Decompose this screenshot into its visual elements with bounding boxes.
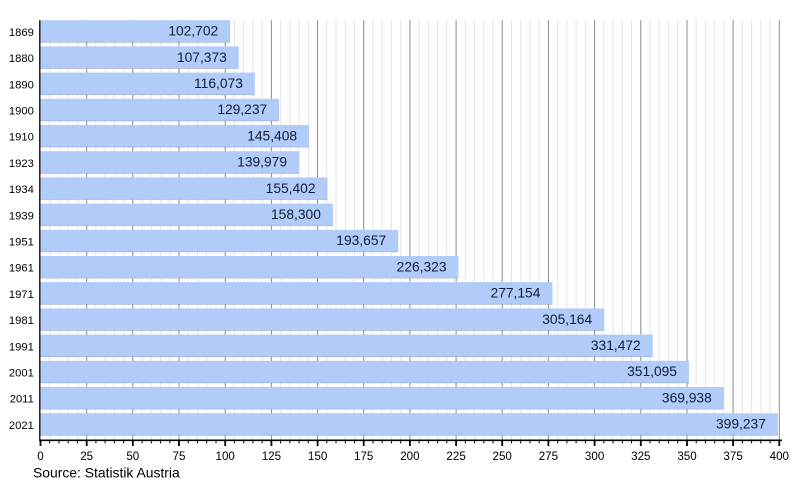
svg-text:155,402: 155,402 [266,181,316,196]
svg-text:1991: 1991 [9,341,34,353]
svg-text:1981: 1981 [9,315,34,327]
svg-text:125: 125 [262,450,281,463]
svg-text:107,373: 107,373 [177,50,227,65]
svg-text:1971: 1971 [9,289,34,301]
svg-text:116,073: 116,073 [194,76,243,91]
svg-text:369,938: 369,938 [662,390,712,405]
svg-text:1961: 1961 [9,263,34,275]
svg-text:250: 250 [493,450,512,463]
svg-text:102,702: 102,702 [168,24,218,39]
svg-text:1939: 1939 [9,210,34,222]
svg-text:375: 375 [723,450,742,463]
svg-text:1890: 1890 [9,79,34,91]
svg-text:225: 225 [446,450,465,463]
svg-text:0: 0 [37,450,43,463]
svg-text:193,657: 193,657 [336,233,386,248]
svg-text:1880: 1880 [9,53,34,65]
svg-text:226,323: 226,323 [397,259,447,274]
svg-text:300: 300 [585,450,604,463]
svg-text:325: 325 [631,450,650,463]
svg-text:2011: 2011 [10,394,34,406]
svg-text:Source: Statistik Austria: Source: Statistik Austria [33,465,180,481]
svg-text:1934: 1934 [9,184,34,196]
svg-text:175: 175 [354,450,373,463]
svg-text:2021: 2021 [9,420,34,432]
svg-text:139,979: 139,979 [237,155,287,170]
svg-text:331,472: 331,472 [591,338,641,353]
svg-text:150: 150 [308,450,327,463]
svg-text:305,164: 305,164 [542,312,592,327]
svg-text:1951: 1951 [9,236,34,248]
svg-text:145,408: 145,408 [247,128,297,143]
svg-text:129,237: 129,237 [217,102,267,117]
svg-text:277,154: 277,154 [491,286,541,301]
svg-text:25: 25 [80,450,93,463]
svg-text:351,095: 351,095 [627,364,677,379]
svg-text:158,300: 158,300 [271,207,321,222]
svg-text:2001: 2001 [9,367,34,379]
svg-text:100: 100 [216,450,235,463]
svg-text:50: 50 [126,450,139,463]
svg-text:350: 350 [677,450,696,463]
svg-text:75: 75 [173,450,186,463]
svg-text:1869: 1869 [9,27,34,39]
svg-text:400: 400 [770,450,789,463]
svg-text:200: 200 [400,450,419,463]
svg-text:1910: 1910 [9,132,34,144]
svg-text:1900: 1900 [9,105,34,117]
svg-text:399,237: 399,237 [716,417,766,432]
svg-text:1923: 1923 [9,158,34,170]
svg-text:275: 275 [539,450,558,463]
